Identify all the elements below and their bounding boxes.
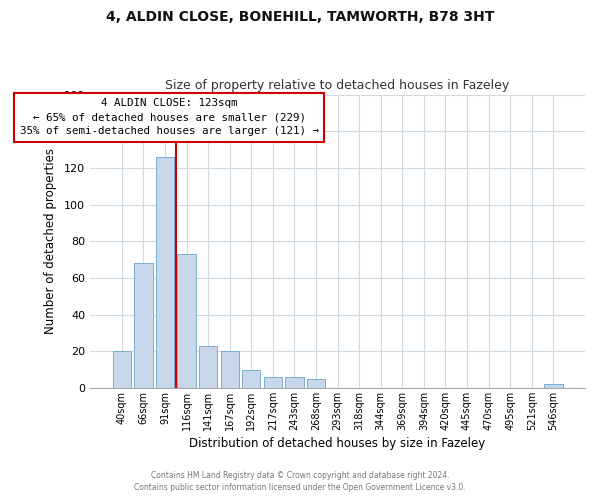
Bar [263,377,282,388]
Bar [199,346,217,388]
Text: Contains HM Land Registry data © Crown copyright and database right 2024.
Contai: Contains HM Land Registry data © Crown c… [134,471,466,492]
Text: 4, ALDIN CLOSE, BONEHILL, TAMWORTH, B78 3HT: 4, ALDIN CLOSE, BONEHILL, TAMWORTH, B78 … [106,10,494,24]
Title: Size of property relative to detached houses in Fazeley: Size of property relative to detached ho… [166,79,509,92]
Bar [134,263,152,388]
Bar [156,157,174,388]
X-axis label: Distribution of detached houses by size in Fazeley: Distribution of detached houses by size … [190,437,485,450]
Y-axis label: Number of detached properties: Number of detached properties [44,148,57,334]
Bar [544,384,563,388]
Bar [242,370,260,388]
Bar [307,378,325,388]
Bar [178,254,196,388]
Text: 4 ALDIN CLOSE: 123sqm
← 65% of detached houses are smaller (229)
35% of semi-det: 4 ALDIN CLOSE: 123sqm ← 65% of detached … [20,98,319,136]
Bar [113,351,131,388]
Bar [221,351,239,388]
Bar [285,377,304,388]
